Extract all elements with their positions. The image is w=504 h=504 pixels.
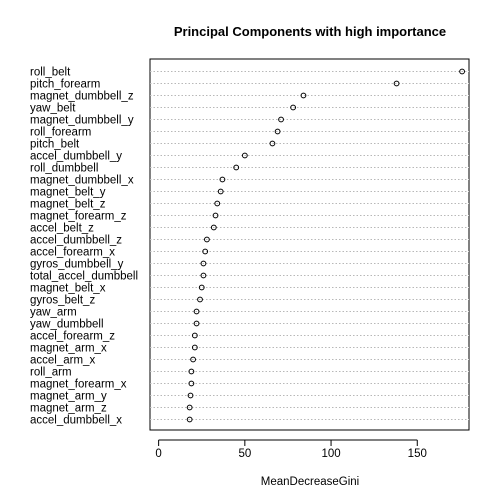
category-label: yaw_dumbbell	[30, 319, 104, 331]
category-label: accel_forearm_x	[30, 247, 115, 259]
category-label: gyros_dumbbell_y	[30, 259, 124, 271]
grid-lines	[150, 72, 469, 420]
x-axis-title: MeanDecreaseGini	[261, 476, 359, 488]
category-label: magnet_arm_y	[30, 391, 107, 403]
category-label: roll_arm	[30, 367, 72, 379]
category-label: accel_arm_x	[30, 355, 95, 367]
category-label: yaw_belt	[30, 103, 76, 115]
category-label: magnet_arm_z	[30, 403, 107, 415]
category-label: roll_belt	[30, 67, 71, 79]
x-tick-label: 150	[408, 448, 427, 460]
data-point	[279, 117, 284, 122]
category-label: accel_dumbbell_x	[30, 415, 122, 427]
category-label: magnet_belt_z	[30, 199, 106, 211]
category-label: magnet_dumbbell_x	[30, 175, 134, 187]
x-tick-label: 100	[321, 448, 340, 460]
category-label: magnet_belt_x	[30, 283, 106, 295]
category-label: magnet_dumbbell_y	[30, 115, 134, 127]
data-point	[394, 81, 399, 86]
x-tick-label: 50	[238, 448, 251, 460]
data-points	[187, 69, 464, 422]
category-label: roll_dumbbell	[30, 163, 98, 175]
category-label: magnet_forearm_x	[30, 379, 127, 391]
category-label: magnet_dumbbell_z	[30, 91, 134, 103]
category-label: magnet_belt_y	[30, 187, 106, 199]
data-point	[275, 129, 280, 134]
category-label: gyros_belt_z	[30, 295, 95, 307]
category-label: yaw_arm	[30, 307, 77, 319]
category-label: accel_forearm_z	[30, 331, 115, 343]
x-tick-label: 0	[155, 448, 161, 460]
category-label: magnet_arm_x	[30, 343, 107, 355]
category-label: accel_dumbbell_z	[30, 235, 122, 247]
data-point	[270, 141, 275, 146]
x-axis: 0 50 100 150	[155, 440, 426, 460]
plot-area	[150, 59, 469, 430]
category-label: accel_belt_z	[30, 223, 94, 235]
category-label: accel_dumbbell_y	[30, 151, 122, 163]
category-label: pitch_belt	[30, 139, 80, 151]
category-label: roll_forearm	[30, 127, 91, 139]
category-label: magnet_forearm_z	[30, 211, 127, 223]
category-labels: roll_beltpitch_forearmmagnet_dumbbell_zy…	[30, 67, 138, 427]
category-label: pitch_forearm	[30, 79, 100, 91]
category-label: total_accel_dumbbell	[30, 271, 138, 283]
chart-title: Principal Components with high importanc…	[174, 24, 446, 39]
